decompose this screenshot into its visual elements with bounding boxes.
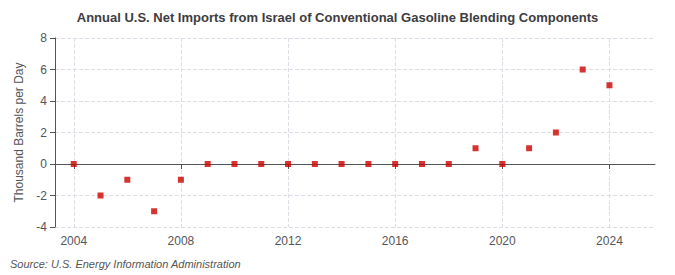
svg-text:2020: 2020 xyxy=(489,234,516,248)
svg-text:2: 2 xyxy=(40,126,47,140)
svg-text:6: 6 xyxy=(40,63,47,77)
svg-text:-2: -2 xyxy=(36,189,47,203)
svg-text:8: 8 xyxy=(40,31,47,45)
svg-text:Thousand Barrels per Day: Thousand Barrels per Day xyxy=(12,62,26,202)
svg-text:2024: 2024 xyxy=(596,234,623,248)
svg-text:-4: -4 xyxy=(36,220,47,234)
svg-text:2012: 2012 xyxy=(275,234,302,248)
svg-text:Annual U.S. Net Imports from I: Annual U.S. Net Imports from Israel of C… xyxy=(77,10,599,25)
svg-text:4: 4 xyxy=(40,94,47,108)
svg-text:2008: 2008 xyxy=(168,234,195,248)
svg-text:0: 0 xyxy=(40,157,47,171)
svg-text:Source: U.S. Energy Informatio: Source: U.S. Energy Information Administ… xyxy=(10,258,241,270)
svg-text:2004: 2004 xyxy=(60,234,87,248)
svg-text:2016: 2016 xyxy=(382,234,409,248)
